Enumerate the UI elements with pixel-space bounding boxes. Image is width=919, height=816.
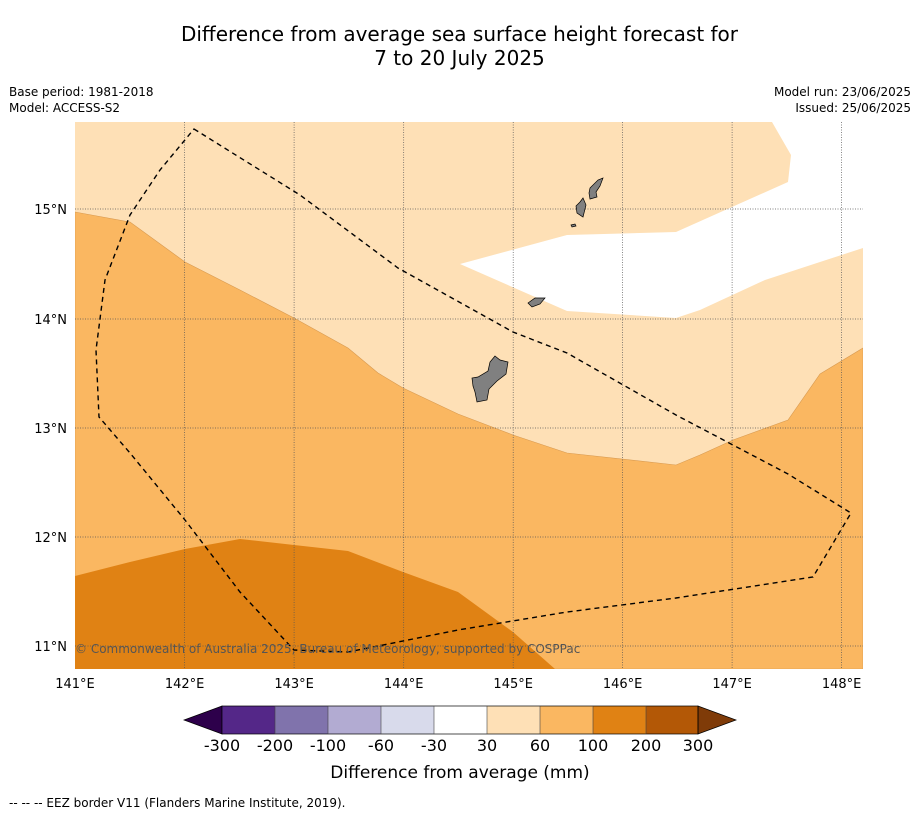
lat-tick-labels: 11°N 12°N 13°N 14°N 15°N xyxy=(34,203,67,655)
colorbar-swatch-5 xyxy=(434,706,487,734)
aguijan-island xyxy=(570,223,577,228)
map-plot-area: © Commonwealth of Australia 2025, Bureau… xyxy=(75,122,863,669)
title-line-2: 7 to 20 July 2025 xyxy=(374,46,545,70)
colorbar-tick-9: 200 xyxy=(631,736,662,755)
band-neutral-region xyxy=(460,122,863,318)
land-islands xyxy=(471,177,604,403)
colorbar-swatch-8 xyxy=(593,706,646,734)
colorbar-tick-8: 100 xyxy=(578,736,609,755)
lon-tick-146: 146°E xyxy=(603,677,643,692)
base-period-text: Base period: 1981-2018 xyxy=(9,85,154,99)
lon-tick-144: 144°E xyxy=(384,677,424,692)
colorbar-extend-low xyxy=(182,705,223,735)
colorbar-tick-5: -30 xyxy=(421,736,447,755)
colorbar-tick-4: -60 xyxy=(368,736,394,755)
colorbar-title: Difference from average (mm) xyxy=(330,763,589,783)
map-title: Difference from average sea surface heig… xyxy=(0,22,919,70)
lon-tick-labels: 141°E 142°E 143°E 144°E 145°E 146°E 147°… xyxy=(55,677,861,692)
title-line-1: Difference from average sea surface heig… xyxy=(180,22,739,46)
colorbar-frame xyxy=(221,705,699,735)
lat-tick-12: 12°N xyxy=(34,531,67,546)
model-text: Model: ACCESS-S2 xyxy=(9,101,121,115)
colorbar-swatch-4 xyxy=(381,706,434,734)
model-run-text: Model run: 23/06/2025 xyxy=(773,85,911,99)
colorbar-swatch-6 xyxy=(487,706,540,734)
eez-footnote: -- -- -- EEZ border V11 (Flanders Marine… xyxy=(9,796,346,810)
colorbar-tick-3: -100 xyxy=(310,736,346,755)
meta-right: Model run: 23/06/2025 Issued: 25/06/2025 xyxy=(774,84,911,116)
band-100-200-region xyxy=(75,539,555,669)
colorbar-extend-high xyxy=(697,705,738,735)
guam-island xyxy=(471,355,509,403)
rota-island xyxy=(527,297,546,308)
lon-tick-147: 147°E xyxy=(712,677,752,692)
lon-tick-145: 145°E xyxy=(493,677,533,692)
lon-tick-141: 141°E xyxy=(55,677,95,692)
colorbar-swatch-1 xyxy=(222,706,275,734)
colorbar-tick-6: 30 xyxy=(477,736,497,755)
colorbar-tick-1: -300 xyxy=(204,736,240,755)
meta-left: Base period: 1981-2018 Model: ACCESS-S2 xyxy=(9,84,154,116)
colorbar-swatch-2 xyxy=(275,706,328,734)
colorbar-tick-7: 60 xyxy=(530,736,550,755)
eez-border xyxy=(95,128,852,653)
lon-tick-143: 143°E xyxy=(274,677,314,692)
copyright-text: © Commonwealth of Australia 2025, Bureau… xyxy=(75,642,580,656)
lat-tick-13: 13°N xyxy=(34,422,67,437)
saipan-island xyxy=(588,177,604,200)
lon-tick-142: 142°E xyxy=(165,677,205,692)
lon-tick-148: 148°E xyxy=(822,677,862,692)
colorbar-swatch-9 xyxy=(646,706,698,734)
lat-tick-15: 15°N xyxy=(34,203,67,218)
colorbar-tick-10: 300 xyxy=(683,736,714,755)
colorbar-dividers xyxy=(274,706,647,734)
issued-text: Issued: 25/06/2025 xyxy=(795,101,911,115)
tinian-island xyxy=(575,197,587,218)
lat-tick-11: 11°N xyxy=(34,640,67,655)
lat-tick-14: 14°N xyxy=(34,313,67,328)
colorbar: -300 -200 -100 -60 -30 30 60 100 200 300… xyxy=(182,705,738,783)
colorbar-swatch-3 xyxy=(328,706,381,734)
colorbar-swatch-7 xyxy=(540,706,593,734)
lon-gridlines xyxy=(184,122,842,669)
colorbar-tick-2: -200 xyxy=(257,736,293,755)
